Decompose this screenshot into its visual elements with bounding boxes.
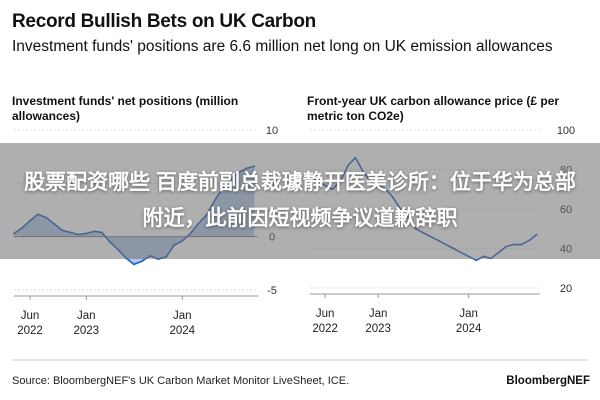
x-tick-year-0-1: 2023: [74, 325, 100, 337]
left-panel-title: Investment funds' net positions (million…: [12, 94, 239, 123]
news-banner-text: 股票配资哪些 百度前副总裁璩静开医美诊所：位于华为总部附近，此前因短视频争议道歉…: [24, 171, 576, 230]
brand-logo: BloombergNEF: [506, 375, 590, 387]
y-tick-label-1-4: 20: [560, 283, 572, 295]
x-tick-year-1-2: 2024: [456, 323, 482, 335]
chart-title: Record Bullish Bets on UK Carbon: [12, 11, 316, 32]
data-point-0-15: [132, 263, 135, 266]
x-tick-month-0-0: Jun: [21, 310, 40, 322]
x-tick-month-0-1: Jan: [77, 310, 96, 322]
x-tick-month-1-2: Jan: [459, 308, 478, 320]
right-panel-title: Front-year UK carbon allowance price (£ …: [307, 94, 560, 123]
source-note: Source: BloombergNEF's UK Carbon Market …: [12, 375, 350, 387]
x-tick-year-1-1: 2023: [365, 323, 391, 335]
x-tick-year-0-0: 2022: [17, 325, 43, 337]
chart-subtitle: Investment funds' positions are 6.6 mill…: [12, 38, 553, 55]
data-point-0-16: [141, 260, 143, 263]
news-banner-overlay[interactable]: 股票配资哪些 百度前副总裁璩静开医美诊所：位于华为总部附近，此前因短视频争议道歉…: [0, 143, 600, 259]
x-tick-month-0-2: Jan: [173, 310, 192, 322]
x-tick-month-1-1: Jan: [369, 308, 388, 320]
x-tick-year-0-2: 2024: [169, 325, 195, 337]
y-tick-label-0-0: 10: [266, 125, 278, 137]
x-tick-year-1-0: 2022: [312, 323, 338, 335]
y-tick-label-0-3: -5: [267, 285, 277, 297]
x-tick-month-1-0: Jun: [316, 308, 335, 320]
data-point-1-22: [475, 259, 478, 262]
y-tick-label-1-0: 100: [557, 125, 575, 137]
